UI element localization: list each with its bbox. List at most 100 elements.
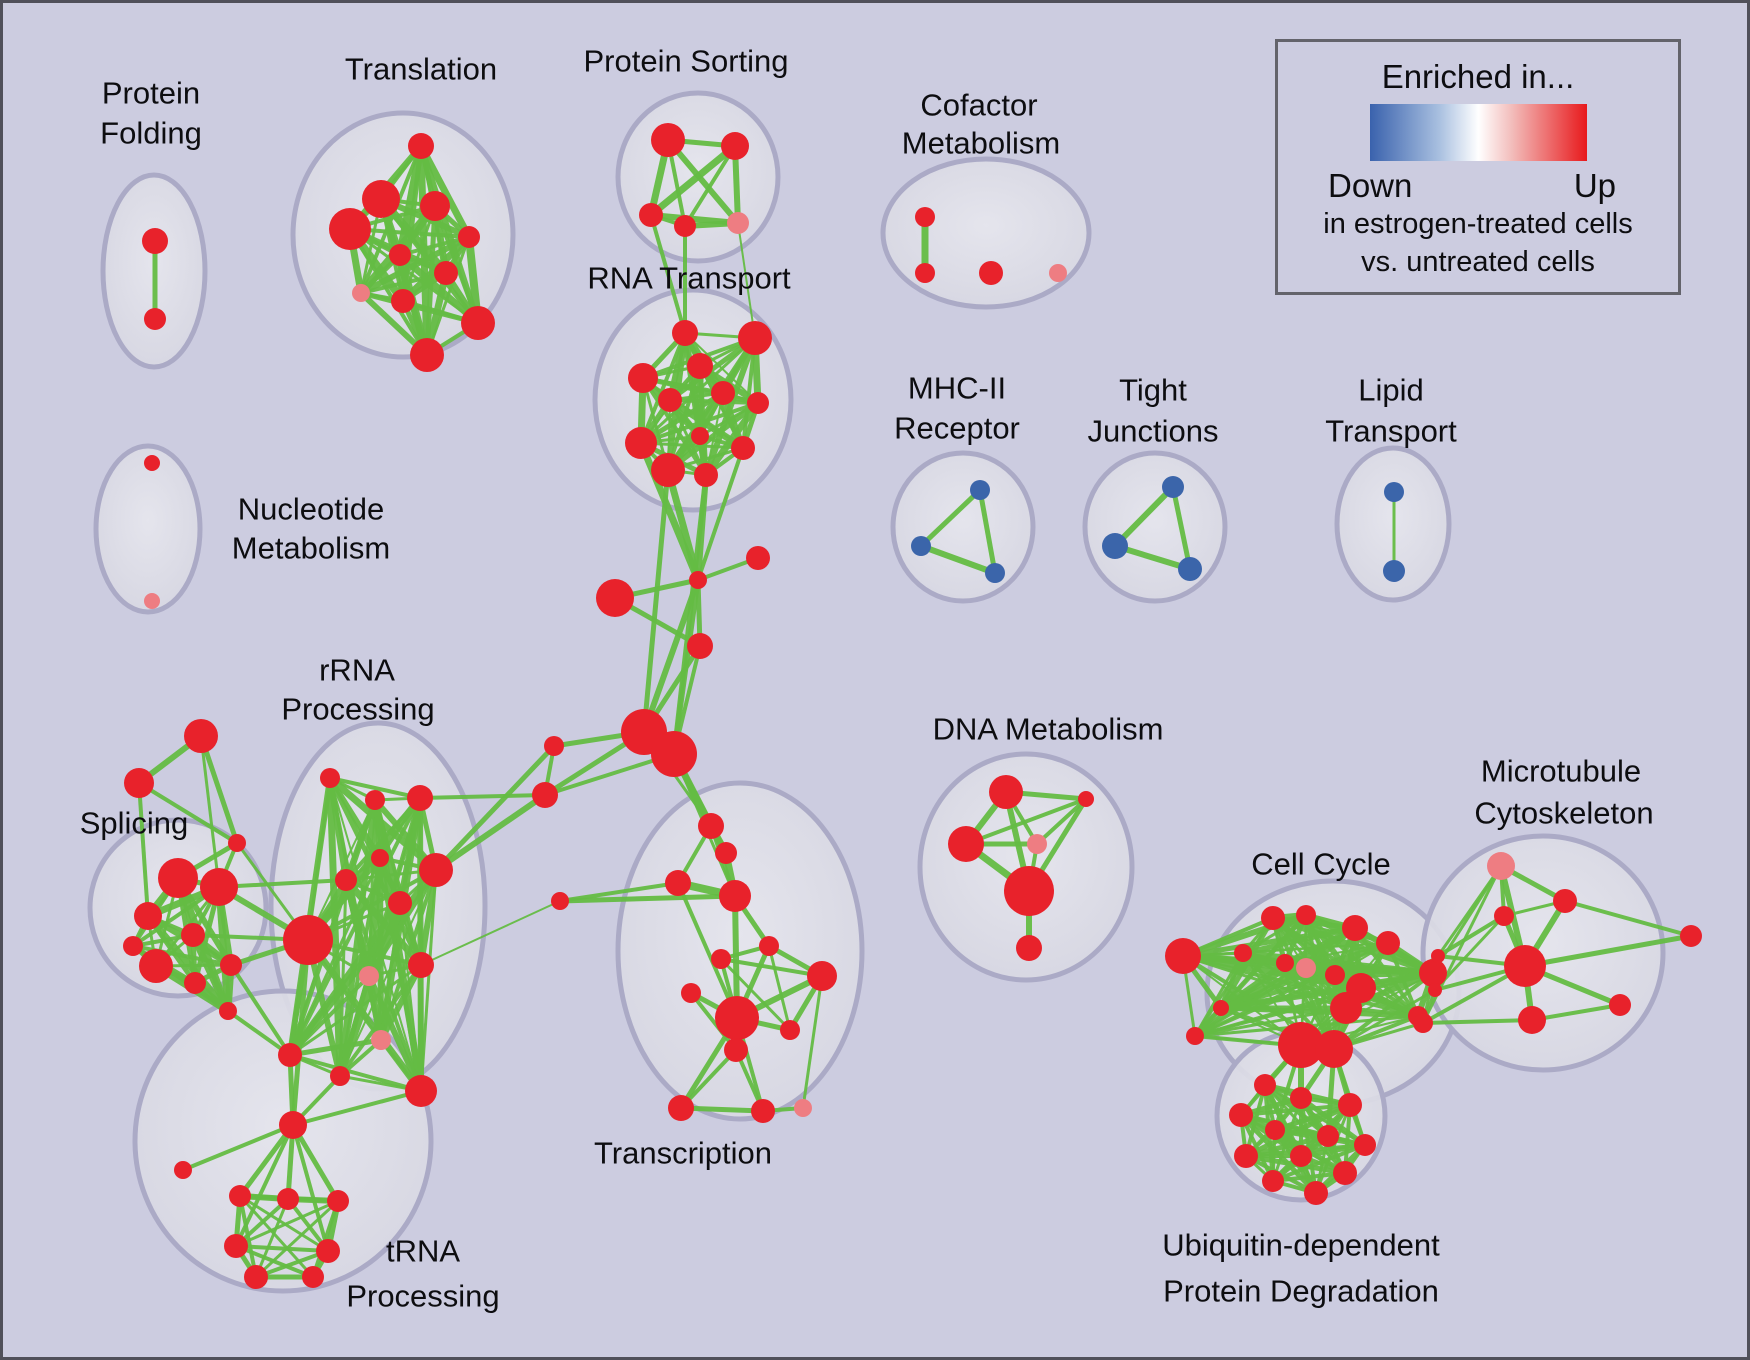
gene-set-node [408,133,434,159]
gene-set-node [389,244,411,266]
gene-set-node [123,936,143,956]
gene-set-node [915,207,935,227]
edge [254,1198,290,1278]
gene-set-node [1265,1120,1285,1140]
edge [289,963,422,1057]
legend-title: Enriched in... [1381,58,1575,95]
gene-set-node [551,892,569,910]
gene-set-node [139,949,173,983]
gene-set-node [1004,866,1054,916]
legend-gradient-bar [1369,104,1587,161]
gene-set-node [1254,1074,1276,1096]
edge [379,869,438,1041]
edge [434,792,547,873]
gene-set-node [1413,1013,1433,1033]
gene-set-node [687,353,713,379]
gene-set-node [371,849,389,867]
gene-set-node [694,463,718,487]
network-canvas: Protein Folding Translation Protein Sorting… [80,44,1702,1314]
cluster-label-microtubule: Cytoskeleton [1474,796,1653,831]
gene-set-node [1027,834,1047,854]
gene-set-node [365,790,385,810]
cluster-label-nucleotide: Nucleotide [238,492,384,527]
gene-set-node [1504,945,1546,987]
gene-set-node [420,191,450,221]
cluster-ellipse-cofactor [880,156,1092,310]
edge [676,882,739,1019]
edge [689,991,738,1052]
legend-up-label: Up [1573,167,1616,204]
cluster-label-rrna: rRNA [319,653,395,688]
edge [288,974,371,1057]
cluster-label-trna: tRNA [386,1234,460,1269]
edge [1220,1005,1419,1019]
edge [226,1009,292,1057]
gene-set-node [1354,1134,1376,1156]
edge [1422,1018,1533,1025]
edge [1112,484,1176,549]
cluster-labels-layer: Protein Folding Translation Protein Sorting… [80,44,1654,1314]
gene-set-node [668,1095,694,1121]
edge [641,376,708,477]
edge [1114,543,1191,572]
edge [235,1244,329,1253]
gene-set-node [1325,965,1345,985]
gene-set-node [244,1265,268,1289]
edge [420,900,561,966]
edge [311,1200,340,1278]
gene-set-node [948,826,984,862]
gene-set-node [915,263,935,283]
gene-set-node [721,132,749,160]
gene-set-node [320,768,340,788]
gene-set-node [434,261,458,285]
gene-set-node [794,1099,812,1117]
gene-set-node [224,1234,248,1258]
gene-set-node [1330,992,1362,1024]
legend-down-label: Down [1328,167,1413,204]
cluster-label-lipid_transport: Lipid [1358,373,1424,408]
gene-set-node [751,1099,775,1123]
edge [1524,933,1692,969]
gene-set-node [362,180,400,218]
cluster-label-ubiquitin: Ubiquitin-dependent [1162,1228,1440,1263]
gene-set-node [200,868,238,906]
edge [737,222,756,339]
gene-set-node [989,775,1023,809]
gene-set-node [1186,1027,1204,1045]
edge [360,271,447,295]
cluster-label-splicing: Splicing [80,806,189,841]
edge [559,881,679,903]
edge [255,1249,329,1279]
edge [1300,954,1439,1047]
gene-set-node [1338,1093,1362,1117]
edge [1564,899,1692,938]
gene-set-node [184,972,206,994]
edge [292,1089,422,1127]
edge [919,488,982,548]
gene-set-node [144,593,160,609]
edge [238,1195,258,1278]
gene-set-node [278,1043,302,1067]
edge [801,975,824,1109]
gene-set-node [738,321,772,355]
cluster-label-lipid_transport: Transport [1325,414,1457,449]
edge [720,957,823,978]
gene-set-node [1178,557,1202,581]
gene-set-node [352,284,370,302]
edge [1242,913,1307,955]
gene-set-node [639,203,663,227]
gene-set-node [651,123,685,157]
edge [290,1123,341,1203]
gene-set-node [1315,1030,1353,1068]
gene-set-node [1304,1181,1328,1205]
gene-set-node [689,571,707,589]
cluster-label-protein_folding: Protein [102,76,200,111]
gene-set-node [674,215,696,237]
edge [1170,486,1193,570]
cluster-label-tight_junctions: Tight [1119,373,1187,408]
gene-set-node [1262,1170,1284,1192]
edge [1433,914,1506,992]
edge [671,474,709,755]
edge [1242,925,1356,956]
edge [664,469,702,581]
